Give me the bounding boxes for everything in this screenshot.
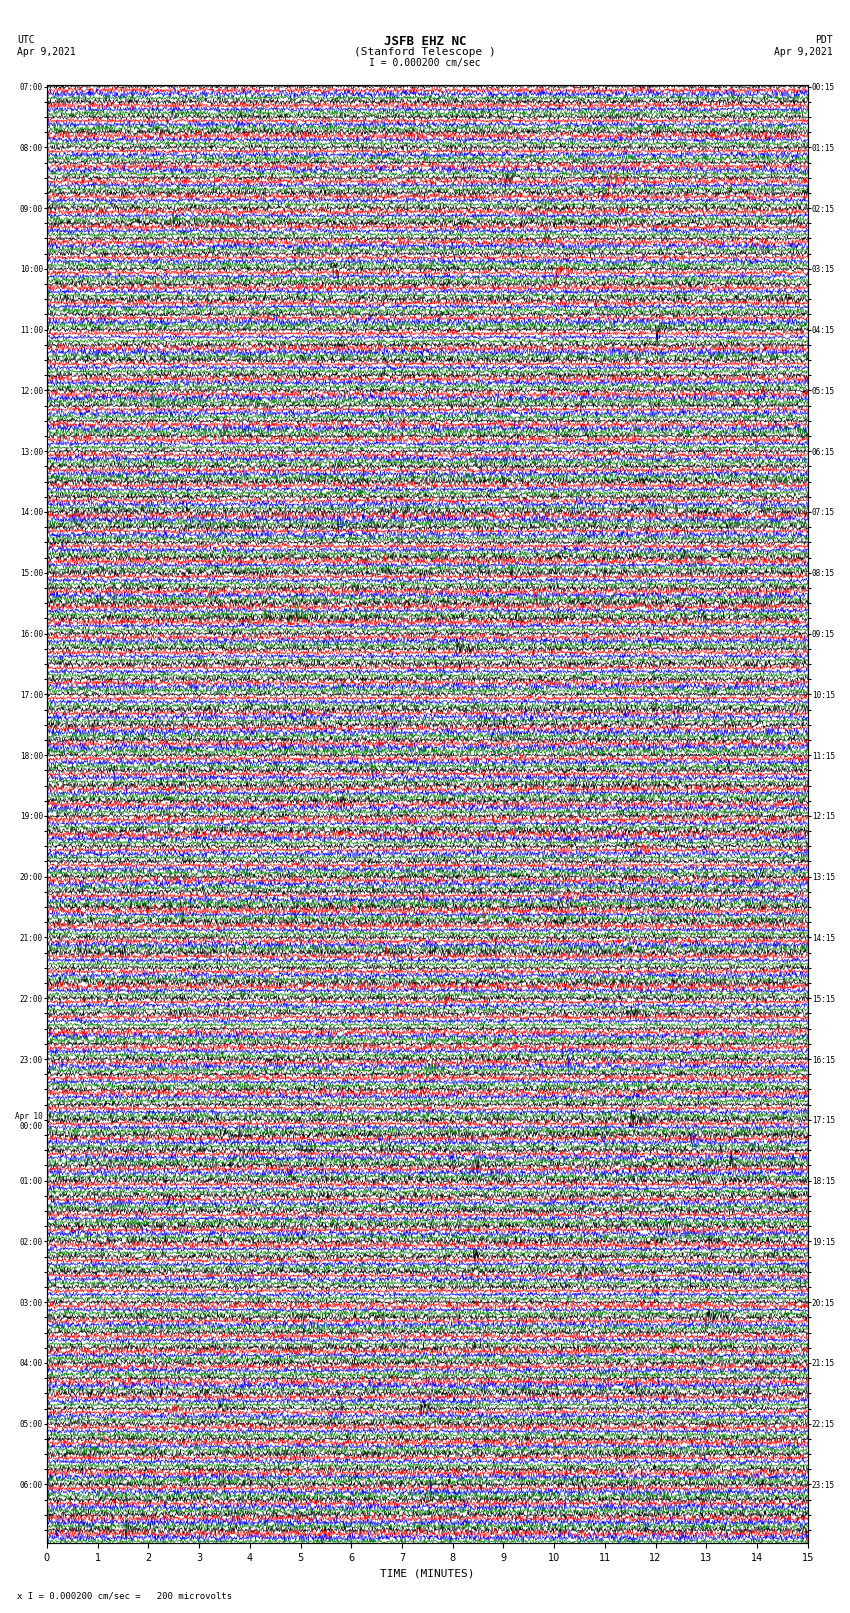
Text: PDT: PDT	[815, 35, 833, 45]
X-axis label: TIME (MINUTES): TIME (MINUTES)	[380, 1569, 474, 1579]
Text: Apr 9,2021: Apr 9,2021	[774, 47, 833, 56]
Text: (Stanford Telescope ): (Stanford Telescope )	[354, 47, 496, 56]
Text: Apr 9,2021: Apr 9,2021	[17, 47, 76, 56]
Text: x I = 0.000200 cm/sec =   200 microvolts: x I = 0.000200 cm/sec = 200 microvolts	[17, 1590, 232, 1600]
Text: JSFB EHZ NC: JSFB EHZ NC	[383, 35, 467, 48]
Text: I = 0.000200 cm/sec: I = 0.000200 cm/sec	[369, 58, 481, 68]
Text: UTC: UTC	[17, 35, 35, 45]
